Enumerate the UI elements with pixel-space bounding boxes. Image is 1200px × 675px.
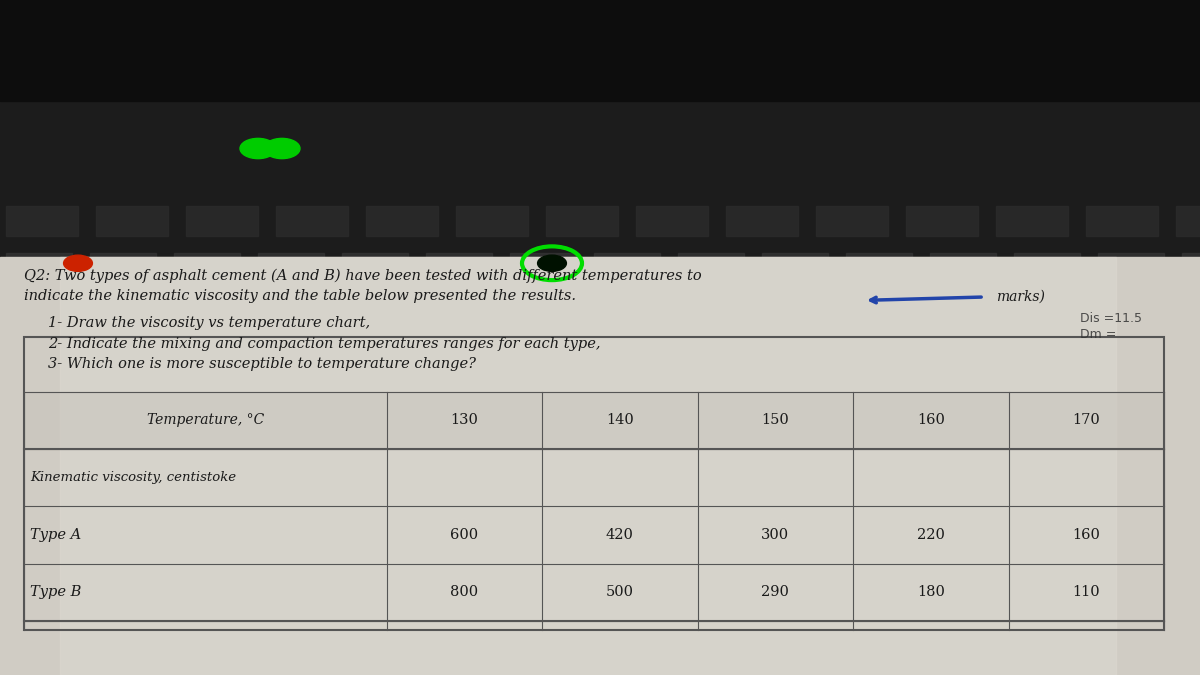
Bar: [906, 206, 978, 236]
Text: 150: 150: [762, 413, 790, 427]
Bar: [762, 361, 828, 405]
Text: Temperature, °C: Temperature, °C: [146, 413, 264, 427]
Text: 420: 420: [606, 528, 634, 542]
Text: 170: 170: [1073, 413, 1100, 427]
Bar: [510, 361, 576, 405]
Bar: [426, 314, 492, 358]
Bar: [24, 337, 1164, 630]
Bar: [342, 253, 408, 297]
Bar: [186, 206, 258, 236]
Text: 180: 180: [917, 585, 944, 599]
Text: indicate the kinematic viscosity and the table below presented the results.: indicate the kinematic viscosity and the…: [24, 290, 576, 303]
Text: 3- Which one is more susceptible to temperature change?: 3- Which one is more susceptible to temp…: [48, 357, 476, 371]
Bar: [276, 206, 348, 236]
Bar: [636, 206, 708, 236]
Text: 300: 300: [761, 528, 790, 542]
Bar: [996, 206, 1068, 236]
Bar: [366, 206, 438, 236]
Bar: [60, 256, 1116, 675]
Bar: [258, 361, 324, 405]
Bar: [594, 314, 660, 358]
Text: 160: 160: [1073, 528, 1100, 542]
Text: 800: 800: [450, 585, 479, 599]
Bar: [678, 314, 744, 358]
Text: 600: 600: [450, 528, 479, 542]
Circle shape: [264, 138, 300, 159]
Bar: [1098, 361, 1164, 405]
Bar: [510, 314, 576, 358]
Bar: [594, 361, 660, 405]
Bar: [678, 253, 744, 297]
Bar: [930, 253, 996, 297]
Bar: [1014, 361, 1080, 405]
Text: 160: 160: [917, 413, 944, 427]
Text: Dis =11.5
Dm =: Dis =11.5 Dm =: [1080, 313, 1142, 340]
Bar: [1182, 314, 1200, 358]
Bar: [426, 361, 492, 405]
Bar: [846, 361, 912, 405]
Bar: [96, 206, 168, 236]
Bar: [90, 253, 156, 297]
Bar: [90, 314, 156, 358]
Bar: [930, 314, 996, 358]
Text: Type B: Type B: [30, 585, 82, 599]
Bar: [342, 314, 408, 358]
Bar: [6, 206, 78, 236]
Text: 130: 130: [450, 413, 479, 427]
Text: marks): marks): [996, 290, 1045, 303]
Bar: [6, 314, 72, 358]
Bar: [846, 253, 912, 297]
Bar: [1098, 253, 1164, 297]
Bar: [1098, 314, 1164, 358]
Bar: [1014, 253, 1080, 297]
Bar: [174, 314, 240, 358]
Text: 220: 220: [917, 528, 944, 542]
Bar: [174, 361, 240, 405]
Bar: [24, 392, 1164, 449]
Bar: [342, 361, 408, 405]
Circle shape: [240, 138, 276, 159]
Text: Type A: Type A: [30, 528, 82, 542]
Bar: [546, 206, 618, 236]
Circle shape: [538, 255, 566, 271]
Bar: [1086, 206, 1158, 236]
Bar: [930, 361, 996, 405]
Bar: [1176, 206, 1200, 236]
Text: 500: 500: [606, 585, 634, 599]
Text: 140: 140: [606, 413, 634, 427]
Text: 290: 290: [762, 585, 790, 599]
Bar: [816, 206, 888, 236]
Bar: [6, 253, 72, 297]
Bar: [594, 253, 660, 297]
Bar: [0, 0, 1200, 101]
Bar: [456, 206, 528, 236]
Bar: [90, 361, 156, 405]
Bar: [6, 361, 72, 405]
Text: 110: 110: [1073, 585, 1100, 599]
Text: 2- Indicate the mixing and compaction temperatures ranges for each type,: 2- Indicate the mixing and compaction te…: [48, 337, 600, 350]
Bar: [510, 253, 576, 297]
Bar: [174, 253, 240, 297]
Bar: [0, 256, 1200, 675]
Bar: [258, 253, 324, 297]
Bar: [426, 253, 492, 297]
Bar: [678, 361, 744, 405]
Text: Q2: Two types of asphalt cement (A and B) have been tested with different temper: Q2: Two types of asphalt cement (A and B…: [24, 269, 702, 283]
Bar: [726, 206, 798, 236]
Bar: [762, 253, 828, 297]
Bar: [1182, 361, 1200, 405]
Bar: [258, 314, 324, 358]
Bar: [1182, 253, 1200, 297]
Text: Kinematic viscosity, centistoke: Kinematic viscosity, centistoke: [30, 471, 236, 484]
Circle shape: [64, 255, 92, 271]
Bar: [0, 0, 1200, 432]
Bar: [762, 314, 828, 358]
Text: 1- Draw the viscosity vs temperature chart,: 1- Draw the viscosity vs temperature cha…: [48, 317, 370, 330]
Bar: [846, 314, 912, 358]
Bar: [1014, 314, 1080, 358]
